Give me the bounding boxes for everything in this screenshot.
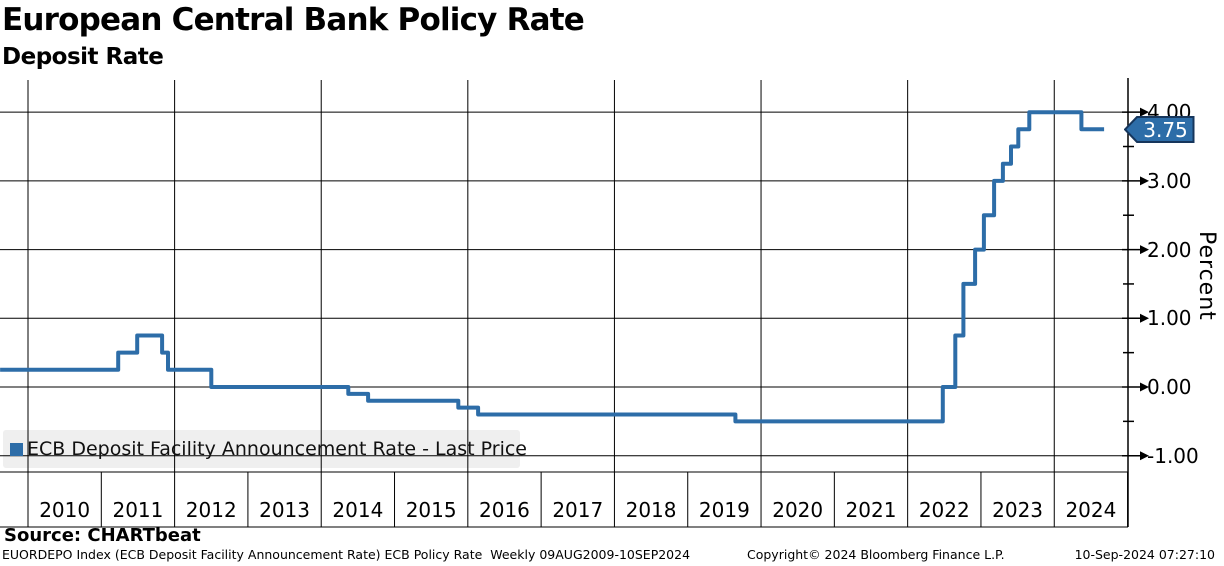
legend-label: ECB Deposit Facility Announcement Rate -… <box>27 438 527 460</box>
y-axis-tick-arrow-icon <box>1140 176 1149 186</box>
y-axis-title: Percent <box>1194 231 1219 321</box>
last-price-value: 3.75 <box>1143 117 1188 142</box>
y-axis-tick-arrow-icon <box>1140 313 1149 323</box>
source-line: Source: CHARTbeat <box>4 525 201 546</box>
legend: ECB Deposit Facility Announcement Rate -… <box>10 437 527 461</box>
y-axis-tick-arrow-icon <box>1140 107 1149 117</box>
y-axis-tick-arrow-icon <box>1140 382 1149 392</box>
rate-step-line <box>0 110 1105 424</box>
footer-copyright: Copyright© 2024 Bloomberg Finance L.P. <box>747 547 1005 562</box>
chart-title: European Central Bank Policy Rate <box>2 2 585 38</box>
y-axis-tick-arrow-icon <box>1140 245 1149 255</box>
last-price-badge: 3.75 <box>1123 115 1195 143</box>
footer-ticker-description: EUORDEPO Index (ECB Deposit Facility Ann… <box>2 547 691 562</box>
footer-timestamp: 10-Sep-2024 07:27:10 <box>1074 547 1215 562</box>
last-price-badge-shape <box>1123 115 1195 143</box>
legend-background <box>3 430 520 468</box>
chart-subtitle: Deposit Rate <box>2 44 164 70</box>
y-axis-tick-arrow-icon <box>1140 451 1149 461</box>
legend-swatch-icon <box>10 442 23 456</box>
